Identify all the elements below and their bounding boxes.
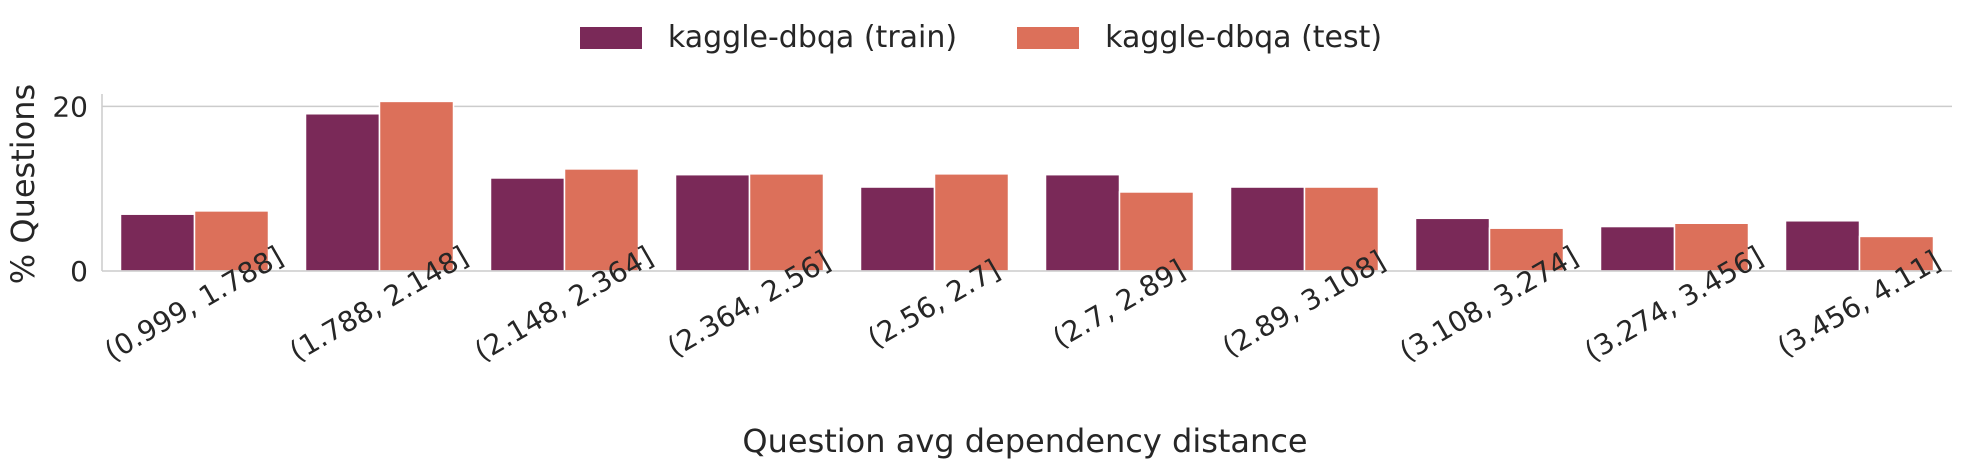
bar-test xyxy=(933,173,1010,272)
x-axis-title: Question avg dependency distance xyxy=(742,422,1307,460)
bar-train xyxy=(674,173,751,272)
legend-item-train: kaggle-dbqa (train) xyxy=(579,20,958,55)
bar-test xyxy=(193,210,270,272)
y-tick-label: 20 xyxy=(52,90,88,123)
bar-train xyxy=(1784,220,1861,272)
bar-test xyxy=(1858,235,1935,272)
bar-train xyxy=(1229,186,1306,272)
legend: kaggle-dbqa (train) kaggle-dbqa (test) xyxy=(0,20,1962,55)
y-tick-label: 0 xyxy=(70,255,88,288)
bar-train xyxy=(1414,217,1491,272)
legend-item-test: kaggle-dbqa (test) xyxy=(1017,20,1382,55)
axes xyxy=(101,94,1952,272)
bar-train xyxy=(1044,173,1121,272)
y-axis-title: % Questions xyxy=(4,84,42,284)
bar-test xyxy=(378,100,455,272)
bar-test xyxy=(1673,222,1750,272)
bar-test xyxy=(1118,191,1195,272)
bar-train xyxy=(489,177,566,272)
bar-test xyxy=(563,168,640,272)
bar-train xyxy=(859,186,936,272)
bars xyxy=(119,100,1935,272)
bar-test xyxy=(748,173,825,272)
bar-test xyxy=(1488,227,1565,272)
bar-train xyxy=(1599,225,1676,272)
legend-swatch-test xyxy=(1017,26,1080,49)
legend-label-test: kaggle-dbqa (test) xyxy=(1105,20,1383,55)
bar-test xyxy=(1303,186,1380,272)
legend-swatch-train xyxy=(579,26,642,49)
bar-train xyxy=(304,113,381,272)
legend-label-train: kaggle-dbqa (train) xyxy=(667,20,958,55)
bar-train xyxy=(119,213,196,272)
